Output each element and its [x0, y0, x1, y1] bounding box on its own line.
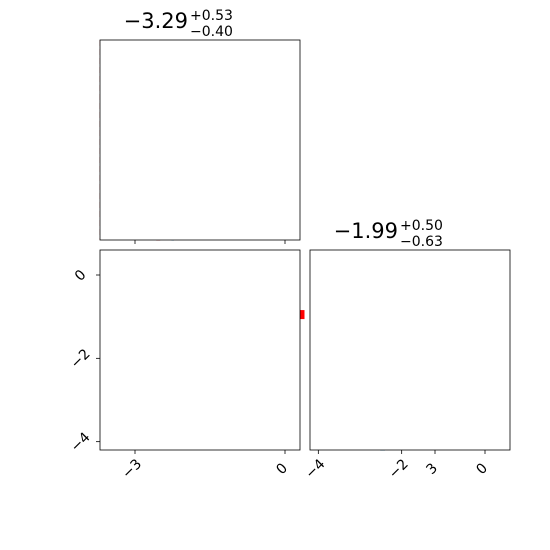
bl-xtick-label-1: 0: [273, 460, 291, 478]
bl-sample-point: [95, 366, 97, 368]
br-frame: [309, 249, 511, 451]
bl-ytick-label-1: −2: [68, 346, 94, 372]
br-xtick-label-0: −4: [303, 456, 329, 482]
br-title-value: −1.99: [334, 219, 398, 243]
tl-frame: [99, 39, 301, 241]
bl-ytick-label-0: 0: [72, 267, 90, 285]
bl-sample-point: [95, 384, 97, 386]
br-xtick-label-2: 0: [473, 460, 491, 478]
bl-ytick-label-2: −4: [68, 429, 94, 455]
tl-title-value: −3.29: [124, 9, 188, 33]
br-title-plus: +0.50: [400, 218, 443, 234]
bl-background: [100, 250, 300, 450]
br-xtick-label-1: −2: [386, 456, 412, 482]
bl-frame: [99, 249, 301, 451]
tl-title-plus: +0.53: [190, 8, 233, 24]
br-title-minus: −0.63: [400, 234, 443, 250]
br-background: [310, 250, 510, 450]
bl-sample-point: [97, 360, 99, 362]
tl-title-minus: −0.40: [190, 24, 233, 40]
tl-background: [100, 40, 300, 240]
bl-xtick-label-0: −3: [119, 456, 145, 482]
bl-xtick-label-2: 3: [423, 460, 441, 478]
